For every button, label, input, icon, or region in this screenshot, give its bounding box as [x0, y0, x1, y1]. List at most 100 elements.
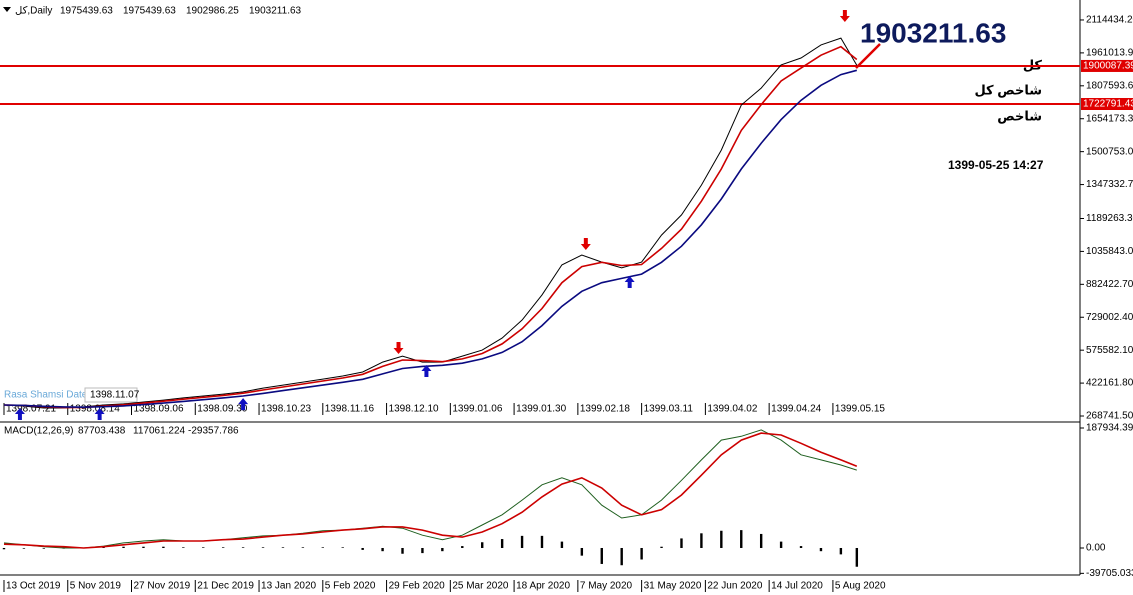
annotation: Rasa Shamsi Date — [4, 390, 88, 401]
buy_signals — [238, 398, 249, 411]
x-tick-label: 13 Oct 2019 — [6, 581, 61, 592]
histogram-bar — [241, 547, 245, 548]
y-tick-label: 729002.40 — [1086, 312, 1133, 323]
y-tick-label: 422161.80 — [1086, 378, 1133, 389]
histogram-bar — [441, 547, 444, 552]
x-tick-label: 1398.08.14 — [70, 404, 120, 415]
histogram-bar — [361, 547, 364, 550]
x-tick-label: 29 Feb 2020 — [389, 581, 446, 592]
series-line — [3, 69, 858, 409]
histogram-bar — [779, 541, 783, 548]
sell_signals — [839, 10, 850, 23]
histogram-bar — [341, 547, 344, 548]
x-tick-label: 7 May 2020 — [580, 581, 633, 592]
level-box — [1081, 59, 1133, 72]
y-tick-label: 575582.10 — [1086, 345, 1133, 356]
x-tick-label: 14 Jul 2020 — [771, 581, 823, 592]
histogram-bar — [122, 546, 125, 548]
series-line — [3, 37, 858, 409]
timestamp: 1399-05-25 14:27 — [948, 158, 1044, 172]
macd-title: MACD(12,26,9) — [4, 426, 73, 437]
x-tick-label: 1398.07.21 — [6, 404, 56, 415]
histogram-bar — [281, 547, 285, 548]
histogram-bar — [421, 547, 424, 554]
histogram-bar — [142, 546, 145, 548]
histogram-bar — [700, 533, 703, 548]
ohlc-value: 1975439.63 — [123, 6, 176, 17]
y-tick-label: 1961013.90 — [1086, 48, 1133, 59]
series-line — [3, 429, 857, 549]
x-tick-label: 25 Mar 2020 — [452, 581, 509, 592]
histogram-bar — [162, 546, 165, 548]
histogram-bar — [42, 547, 46, 549]
histogram-bar — [680, 538, 683, 548]
y-tick-label: 1189263.30 — [1086, 213, 1133, 224]
histogram-bar — [759, 533, 763, 548]
y-tick-label: 187934.399 — [1086, 423, 1133, 434]
x-tick-label: 1399.04.24 — [771, 404, 821, 415]
x-tick-label: 1399.02.18 — [580, 404, 630, 415]
y-tick-label: 1807593.60 — [1086, 80, 1133, 91]
histogram-bar — [22, 547, 26, 549]
y-tick-label: 268741.50 — [1086, 411, 1133, 422]
menu-icon — [3, 7, 11, 12]
histogram-bar — [500, 539, 504, 548]
x-tick-label: 5 Nov 2019 — [70, 581, 122, 592]
histogram-bar — [321, 547, 325, 548]
histogram-bar — [202, 547, 205, 548]
y-tick-label: 882422.70 — [1086, 279, 1133, 290]
histogram-bar — [102, 547, 105, 548]
x-tick-label: 13 Jan 2020 — [261, 581, 316, 592]
histogram-bar — [720, 530, 723, 548]
y-tick-label: 0.00 — [1086, 543, 1106, 554]
sell_signals — [580, 237, 591, 250]
y-tick-label: 1347332.70 — [1086, 179, 1133, 190]
x-tick-label: 1399.01.06 — [452, 404, 502, 415]
histogram-bar — [540, 535, 544, 548]
series-line — [3, 432, 858, 549]
x-tick-label: 21 Dec 2019 — [197, 581, 254, 592]
x-tick-label: 31 May 2020 — [644, 581, 702, 592]
histogram-bar — [640, 547, 643, 560]
buy_signals — [94, 407, 105, 420]
note: شاخص — [997, 108, 1042, 123]
x-tick-label: 5 Feb 2020 — [325, 581, 376, 592]
note: کل — [1023, 57, 1043, 72]
histogram-bar — [401, 547, 404, 554]
histogram-bar — [660, 546, 663, 548]
x-tick-label: 1399.05.15 — [835, 404, 885, 415]
histogram-bar — [2, 547, 6, 550]
x-tick-label: 5 Aug 2020 — [835, 581, 886, 592]
histogram-bar — [580, 547, 584, 556]
x-tick-label: 1399.03.11 — [644, 404, 694, 415]
histogram-bar — [560, 541, 564, 548]
x-tick-label: 22 Jun 2020 — [707, 581, 762, 592]
x-tick-label: 1399.01.30 — [516, 404, 566, 415]
histogram-bar — [799, 546, 803, 548]
annotation-box — [84, 387, 138, 403]
ohlc-value: 1903211.63 — [249, 6, 302, 17]
y-tick-label: 2114434.20 — [1086, 15, 1133, 26]
annotation: 1398.11.07 — [90, 390, 140, 401]
buy_signals — [14, 407, 25, 420]
buy_signals — [624, 275, 635, 288]
buy_signals — [421, 365, 432, 378]
histogram-bar — [261, 547, 265, 548]
level-label: 1722791.43 — [1083, 99, 1133, 110]
histogram-bar — [461, 546, 464, 548]
note: شاخص کل — [974, 82, 1042, 97]
histogram-bar — [301, 547, 305, 548]
y-tick-label: 1500753.00 — [1086, 146, 1133, 157]
x-tick-label: 1398.11.16 — [325, 404, 375, 415]
x-tick-label: 1398.10.23 — [261, 404, 311, 415]
x-tick-label: 1399.04.02 — [707, 404, 757, 415]
macd-value: 117061.224 — [133, 426, 186, 437]
x-tick-label: 18 Apr 2020 — [516, 581, 570, 592]
x-tick-label: 1398.09.06 — [134, 404, 184, 415]
x-tick-label: 1398.12.10 — [389, 404, 439, 415]
histogram-bar — [855, 547, 859, 567]
y-tick-label: 1035843.00 — [1086, 246, 1133, 257]
y-tick-label: 1654173.30 — [1086, 113, 1133, 124]
trend-arrow — [855, 43, 881, 69]
